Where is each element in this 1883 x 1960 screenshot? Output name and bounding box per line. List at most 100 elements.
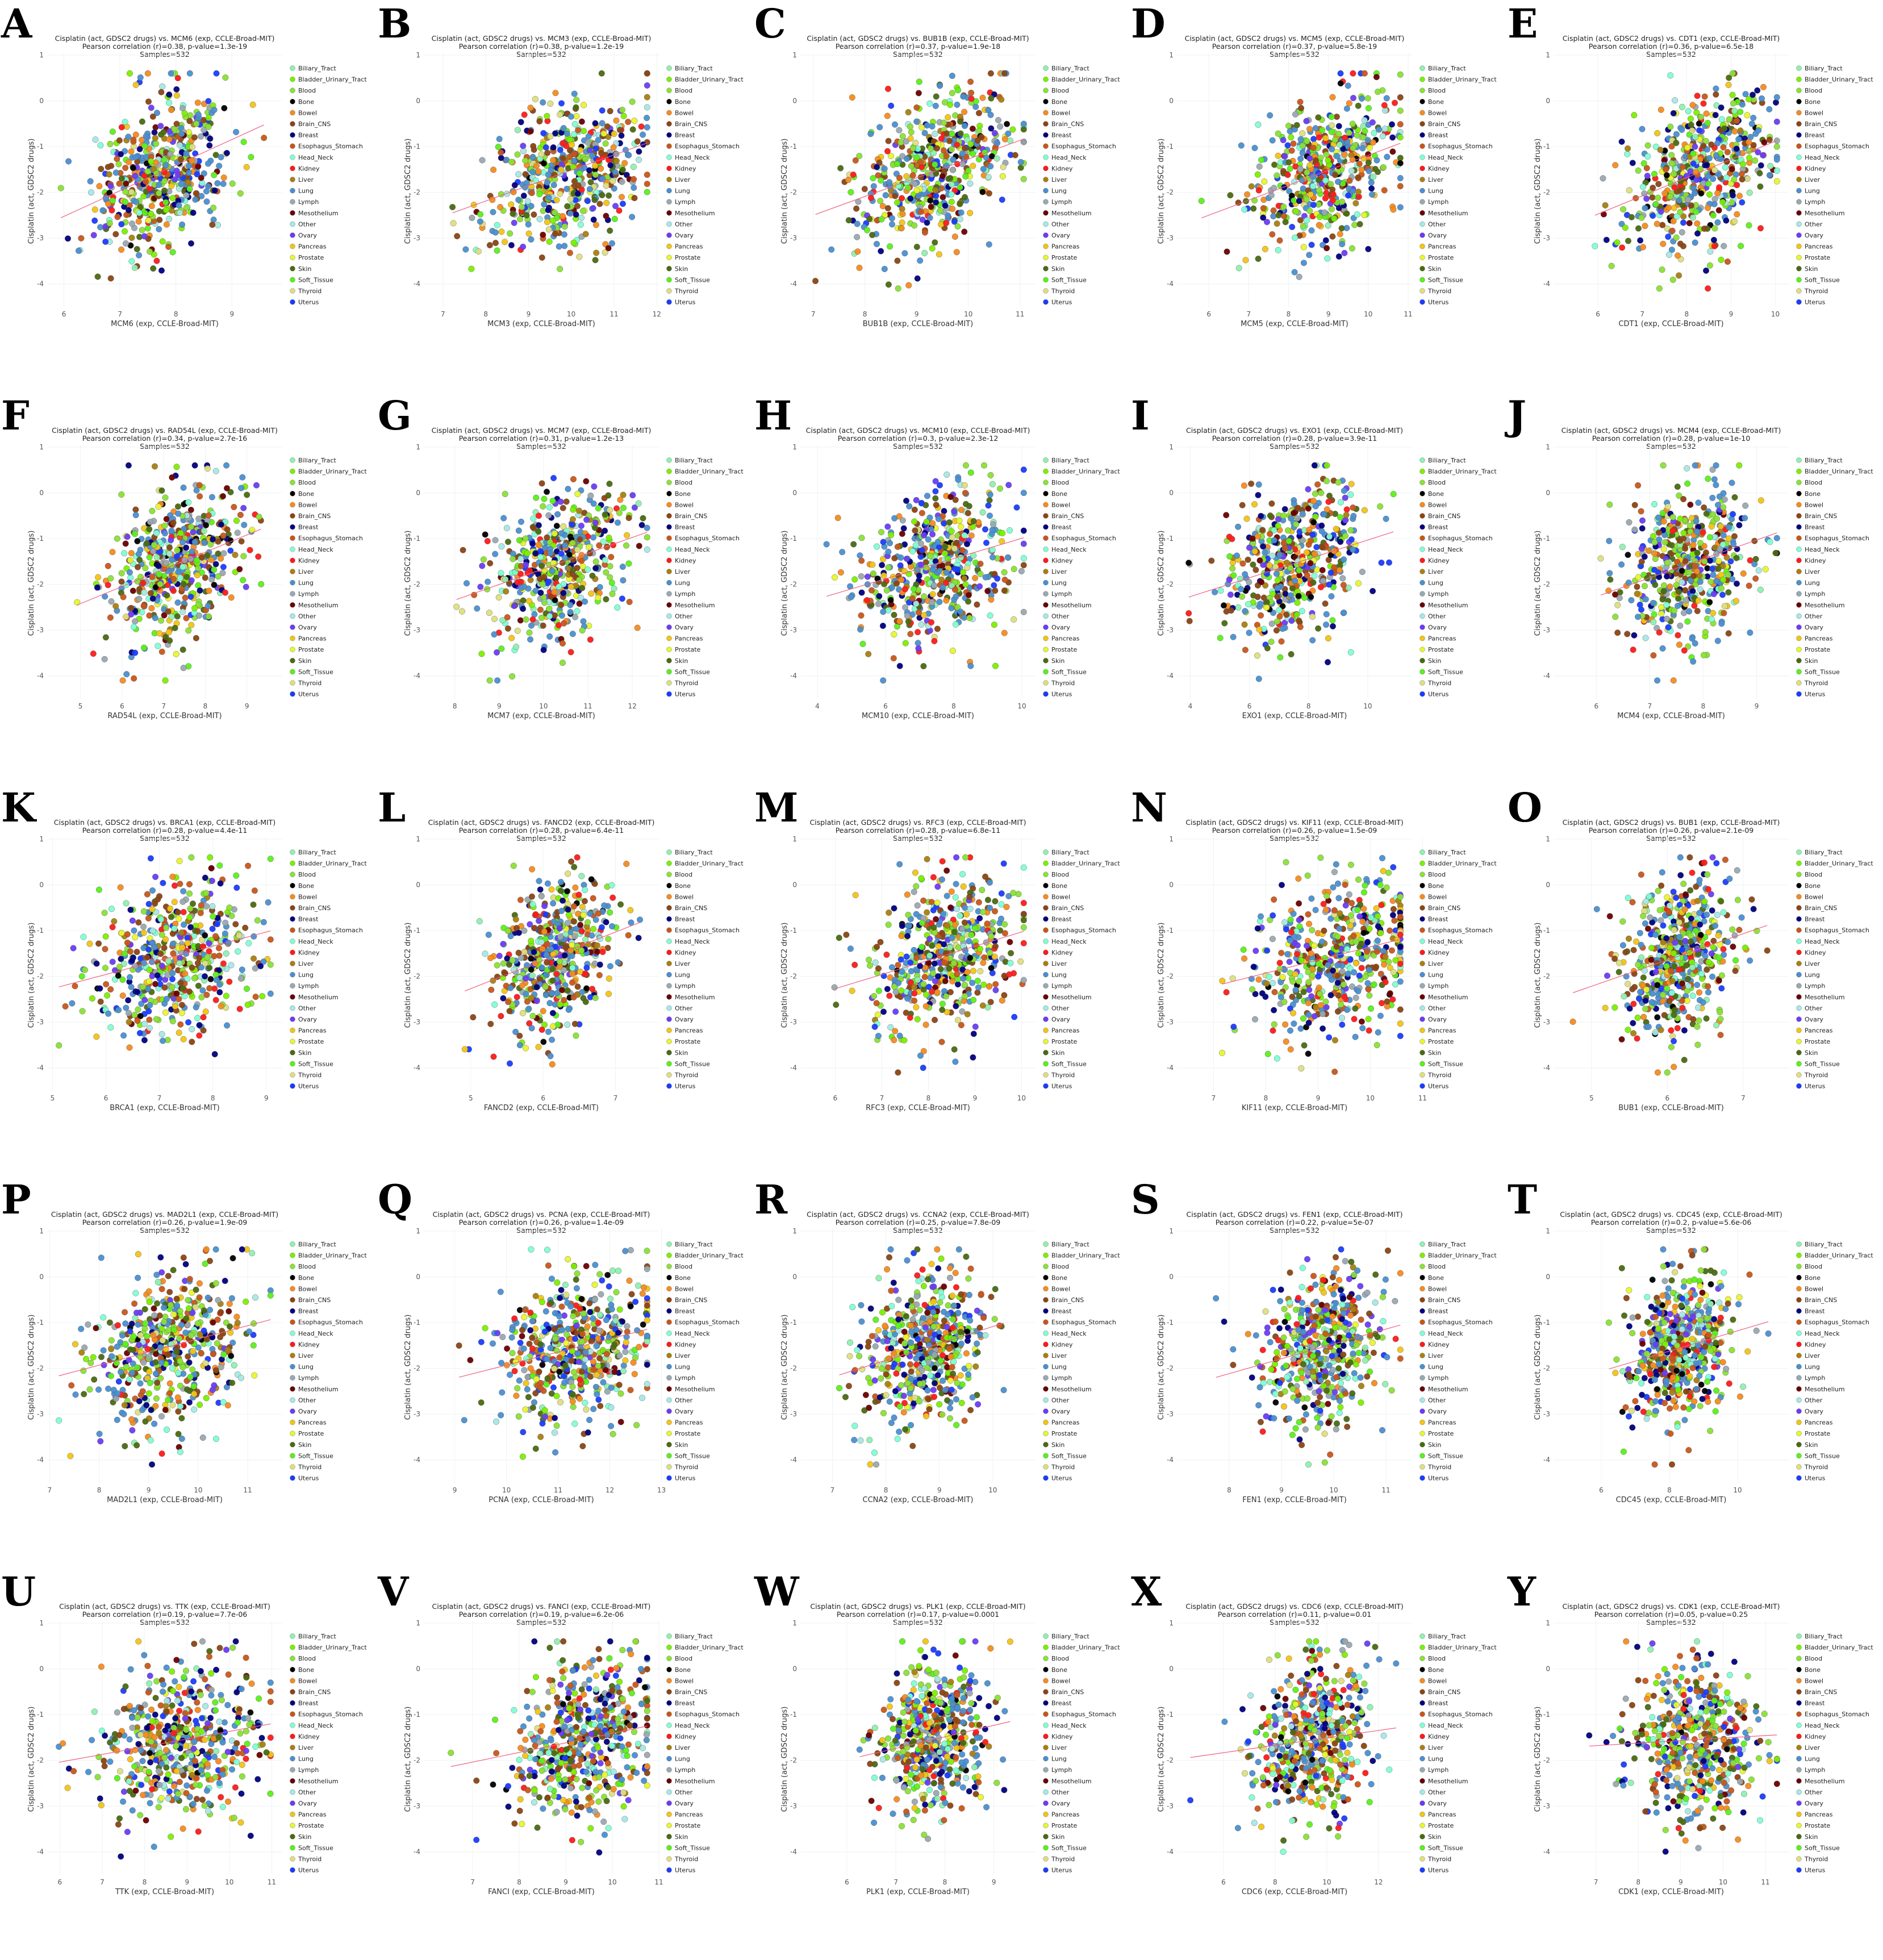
legend-marker	[290, 121, 295, 127]
data-point	[1322, 177, 1329, 184]
data-point	[1369, 119, 1376, 126]
data-point	[972, 575, 979, 582]
data-point	[1007, 527, 1013, 534]
data-point	[592, 172, 599, 178]
legend-label: Prostate	[298, 646, 324, 653]
data-point	[140, 644, 147, 651]
legend-label: Thyroid	[674, 287, 698, 295]
data-point	[570, 506, 577, 513]
data-point	[928, 145, 934, 152]
data-point	[528, 236, 535, 243]
data-point	[545, 172, 552, 178]
data-point	[1316, 177, 1322, 184]
data-point	[224, 526, 231, 533]
panel-letter: I	[1131, 392, 1150, 439]
data-point	[957, 130, 964, 137]
data-point	[921, 229, 928, 236]
data-point	[620, 112, 627, 119]
legend-label: Other	[1805, 220, 1823, 228]
data-point	[1690, 150, 1697, 157]
data-point	[1321, 209, 1328, 216]
legend-marker	[290, 547, 295, 552]
data-point	[1337, 499, 1344, 506]
data-point	[186, 118, 193, 124]
data-point	[552, 209, 558, 216]
data-point	[1676, 187, 1683, 194]
data-point	[1625, 237, 1631, 244]
data-point	[948, 191, 955, 198]
data-point	[560, 640, 566, 647]
data-point	[167, 151, 174, 157]
data-point	[516, 537, 523, 544]
legend-label: Other	[298, 220, 316, 228]
data-point	[536, 216, 543, 223]
data-point	[644, 124, 650, 131]
legend-marker	[666, 579, 672, 586]
legend-label: Bladder_Urinary_Tract	[1051, 76, 1120, 84]
data-point	[1296, 198, 1302, 205]
data-point	[912, 181, 918, 187]
data-point	[1381, 126, 1388, 132]
data-point	[903, 173, 910, 180]
data-point	[595, 505, 602, 512]
legend-marker	[666, 255, 672, 260]
data-point	[881, 266, 888, 273]
data-point	[979, 509, 986, 516]
data-point	[918, 510, 925, 516]
data-point	[861, 186, 868, 193]
legend-label: Thyroid	[298, 287, 322, 295]
legend-label: Pancreas	[675, 635, 703, 643]
data-point	[1710, 176, 1717, 182]
data-point	[161, 522, 168, 529]
data-point	[255, 553, 262, 560]
data-point	[105, 562, 111, 569]
data-point	[515, 171, 522, 178]
data-point	[515, 197, 522, 203]
y-tick-label: -4	[1167, 672, 1174, 680]
legend-marker	[1043, 569, 1049, 574]
data-point	[911, 506, 918, 513]
data-point	[112, 169, 119, 176]
data-point	[574, 490, 581, 497]
data-point	[982, 526, 989, 533]
data-point	[197, 587, 203, 594]
data-point	[541, 495, 548, 502]
legend-label: Breast	[1051, 132, 1072, 139]
data-point	[609, 240, 616, 247]
data-point	[1701, 226, 1708, 232]
legend: Biliary_TractBladder_Urinary_TractBloodB…	[1043, 457, 1120, 698]
data-point	[1694, 93, 1701, 99]
data-point	[1330, 623, 1337, 629]
data-point	[1292, 234, 1299, 241]
y-axis-label: Cisplatin (act, GDSC2 drugs)	[1157, 531, 1166, 636]
data-point	[561, 620, 567, 627]
data-point	[898, 225, 905, 232]
legend-marker	[290, 691, 295, 697]
data-point	[151, 166, 157, 173]
data-point	[563, 186, 570, 193]
data-point	[1328, 114, 1335, 120]
data-point	[948, 605, 955, 612]
data-point	[87, 178, 94, 185]
data-point	[607, 507, 613, 514]
data-point	[995, 116, 1002, 123]
data-point	[205, 114, 212, 121]
scatter-panel-b: B Cisplatin (act, GDSC2 drugs) vs. MCM3 (…	[378, 0, 744, 328]
legend-label: Biliary_Tract	[1428, 65, 1466, 72]
data-point	[560, 504, 566, 511]
x-tick-label: 6	[1596, 310, 1600, 318]
data-point	[1689, 127, 1696, 134]
data-point	[538, 254, 545, 261]
data-point	[1281, 184, 1288, 191]
data-point	[107, 182, 114, 189]
data-point	[953, 593, 959, 600]
data-point	[1688, 115, 1694, 122]
data-point	[1355, 189, 1362, 195]
data-point	[1718, 116, 1725, 123]
data-point	[992, 587, 999, 594]
data-point	[169, 557, 176, 564]
legend-label: Esophagus_Stomach	[675, 143, 740, 150]
data-point	[484, 538, 491, 545]
data-point	[967, 469, 974, 476]
data-point	[145, 98, 152, 105]
